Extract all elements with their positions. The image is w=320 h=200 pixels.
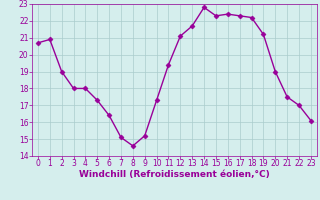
X-axis label: Windchill (Refroidissement éolien,°C): Windchill (Refroidissement éolien,°C) [79, 170, 270, 179]
